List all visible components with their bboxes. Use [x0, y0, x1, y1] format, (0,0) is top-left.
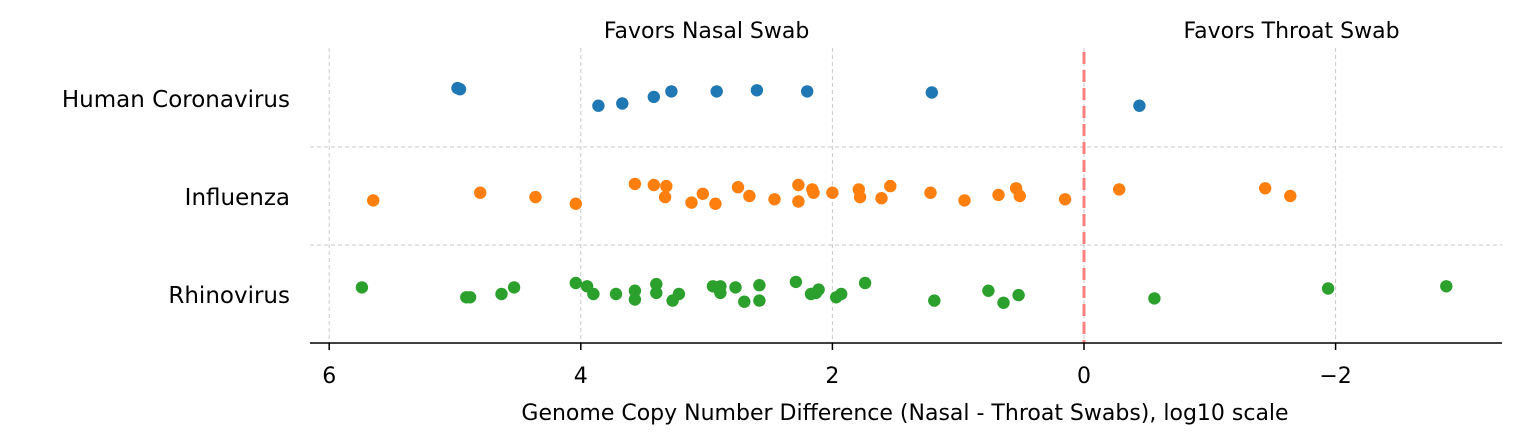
- data-point: [587, 287, 600, 301]
- data-point: [982, 284, 995, 297]
- x-tick-label: −2: [1319, 364, 1351, 389]
- data-point: [792, 178, 805, 192]
- data-point: [858, 276, 872, 290]
- data-point: [710, 85, 723, 98]
- annotations: Favors Nasal Swab Favors Throat Swab: [604, 19, 1400, 44]
- data-point: [696, 187, 709, 200]
- data-point: [750, 84, 764, 97]
- data-point: [709, 197, 722, 210]
- series-human-coronavirus: [451, 81, 1146, 112]
- data-point: [792, 195, 805, 208]
- category-label: Rhinovirus: [168, 283, 290, 309]
- data-point: [592, 99, 605, 112]
- data-point: [743, 189, 756, 203]
- data-point: [801, 85, 814, 98]
- data-point: [355, 281, 369, 294]
- data-point: [884, 179, 897, 193]
- data-point: [958, 194, 971, 207]
- data-point: [569, 197, 582, 210]
- category-label: Influenza: [185, 185, 290, 211]
- data-point: [835, 287, 848, 301]
- data-point: [658, 190, 672, 204]
- data-point: [1058, 193, 1072, 206]
- points-layer: [355, 81, 1453, 309]
- data-point: [768, 193, 781, 206]
- data-point: [628, 284, 642, 297]
- data-point: [753, 279, 766, 292]
- x-tick-label: 2: [825, 364, 839, 389]
- data-point: [647, 90, 660, 104]
- data-point: [928, 294, 941, 307]
- data-point: [738, 295, 751, 308]
- data-point: [463, 291, 477, 304]
- x-tick-label: 4: [574, 364, 588, 389]
- data-point: [1321, 282, 1335, 295]
- data-point: [807, 186, 820, 199]
- data-point: [569, 276, 582, 290]
- x-tick-label: 6: [322, 364, 336, 389]
- data-point: [453, 83, 467, 96]
- annotation-label: Favors Nasal Swab: [604, 19, 810, 44]
- data-point: [685, 196, 698, 209]
- data-point: [650, 286, 663, 300]
- data-point: [826, 186, 839, 199]
- data-point: [812, 283, 825, 296]
- data-point: [367, 194, 380, 207]
- data-point: [650, 277, 663, 291]
- data-point: [992, 188, 1005, 202]
- data-point: [1013, 189, 1026, 203]
- data-point: [507, 281, 521, 294]
- data-point: [495, 287, 508, 301]
- x-axis: 6 4 2 0 −2: [310, 342, 1502, 389]
- data-point: [609, 287, 623, 301]
- grid-layer: [310, 48, 1502, 343]
- x-tick-label: 0: [1077, 364, 1091, 389]
- data-point: [731, 181, 745, 194]
- series-rhinovirus: [355, 275, 1453, 309]
- data-point: [789, 275, 803, 289]
- data-point: [628, 293, 642, 306]
- data-point: [925, 86, 938, 99]
- data-point: [1012, 288, 1025, 302]
- category-labels: Human Coronavirus Influenza Rhinovirus: [62, 87, 290, 309]
- data-point: [997, 296, 1010, 309]
- data-point: [647, 178, 660, 192]
- data-point: [1440, 280, 1453, 293]
- category-label: Human Coronavirus: [62, 87, 290, 113]
- data-point: [616, 97, 629, 110]
- data-point: [628, 177, 642, 191]
- data-point: [474, 186, 487, 199]
- data-point: [672, 287, 686, 301]
- data-point: [1148, 292, 1161, 305]
- data-point: [753, 294, 766, 307]
- data-point: [1133, 99, 1146, 112]
- annotation-label: Favors Throat Swab: [1184, 19, 1400, 44]
- data-point: [875, 192, 888, 205]
- data-point: [853, 190, 867, 204]
- data-point: [729, 281, 742, 294]
- data-point: [1113, 183, 1126, 196]
- data-point: [529, 190, 542, 204]
- x-axis-title: Genome Copy Number Difference (Nasal - T…: [521, 401, 1288, 426]
- x-ticks: 6 4 2 0 −2: [322, 343, 1352, 389]
- data-point: [660, 179, 673, 193]
- data-point: [714, 286, 727, 300]
- data-point: [1284, 189, 1297, 203]
- data-point: [1259, 182, 1272, 195]
- data-point: [924, 186, 937, 199]
- series-influenza: [367, 177, 1297, 210]
- data-point: [665, 85, 678, 98]
